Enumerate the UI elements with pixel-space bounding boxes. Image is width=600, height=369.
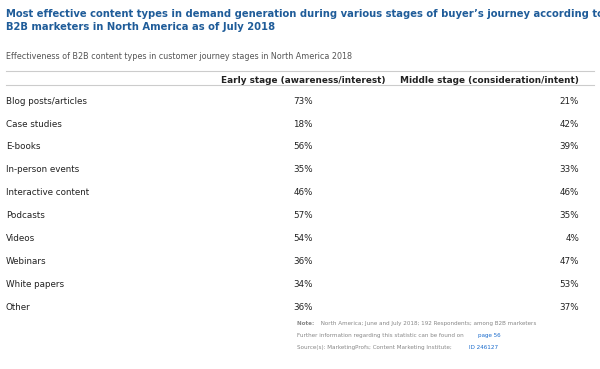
Text: Case studies: Case studies: [6, 120, 62, 128]
Text: 34%: 34%: [293, 280, 313, 289]
Text: 57%: 57%: [293, 211, 313, 220]
Text: 46%: 46%: [560, 188, 579, 197]
Text: Further information regarding this statistic can be found on: Further information regarding this stati…: [297, 333, 466, 338]
Text: Other: Other: [6, 303, 31, 311]
Text: 18%: 18%: [293, 120, 313, 128]
Text: 33%: 33%: [559, 165, 579, 174]
Text: 39%: 39%: [560, 142, 579, 151]
Text: ID 246127: ID 246127: [469, 345, 499, 351]
Text: 54%: 54%: [293, 234, 313, 243]
Text: Blog posts/articles: Blog posts/articles: [6, 97, 87, 106]
Text: Interactive content: Interactive content: [6, 188, 89, 197]
Text: 4%: 4%: [565, 234, 579, 243]
Text: 73%: 73%: [293, 97, 313, 106]
Text: 42%: 42%: [560, 120, 579, 128]
Text: Note:: Note:: [297, 321, 316, 326]
Text: Videos: Videos: [6, 234, 35, 243]
Text: Webinars: Webinars: [6, 257, 47, 266]
Text: 36%: 36%: [293, 257, 313, 266]
Text: page 56: page 56: [478, 333, 501, 338]
Text: Effectiveness of B2B content types in customer journey stages in North America 2: Effectiveness of B2B content types in cu…: [6, 52, 352, 61]
Text: North America; June and July 2018; 192 Respondents; among B2B marketers: North America; June and July 2018; 192 R…: [319, 321, 536, 326]
Text: In-person events: In-person events: [6, 165, 79, 174]
Text: 53%: 53%: [559, 280, 579, 289]
Text: Most effective content types in demand generation during various stages of buyer: Most effective content types in demand g…: [6, 9, 600, 32]
Text: Podcasts: Podcasts: [6, 211, 45, 220]
Text: 37%: 37%: [559, 303, 579, 311]
Text: 46%: 46%: [293, 188, 313, 197]
Text: Early stage (awareness/interest): Early stage (awareness/interest): [221, 76, 385, 85]
Text: Source(s): MarketingProfs; Content Marketing Institute;: Source(s): MarketingProfs; Content Marke…: [297, 345, 455, 351]
Text: 21%: 21%: [560, 97, 579, 106]
Text: E-books: E-books: [6, 142, 41, 151]
Text: Middle stage (consideration/intent): Middle stage (consideration/intent): [400, 76, 579, 85]
Text: 47%: 47%: [560, 257, 579, 266]
Text: 35%: 35%: [293, 165, 313, 174]
Text: 36%: 36%: [293, 303, 313, 311]
Text: 35%: 35%: [559, 211, 579, 220]
Text: White papers: White papers: [6, 280, 64, 289]
Text: 56%: 56%: [293, 142, 313, 151]
